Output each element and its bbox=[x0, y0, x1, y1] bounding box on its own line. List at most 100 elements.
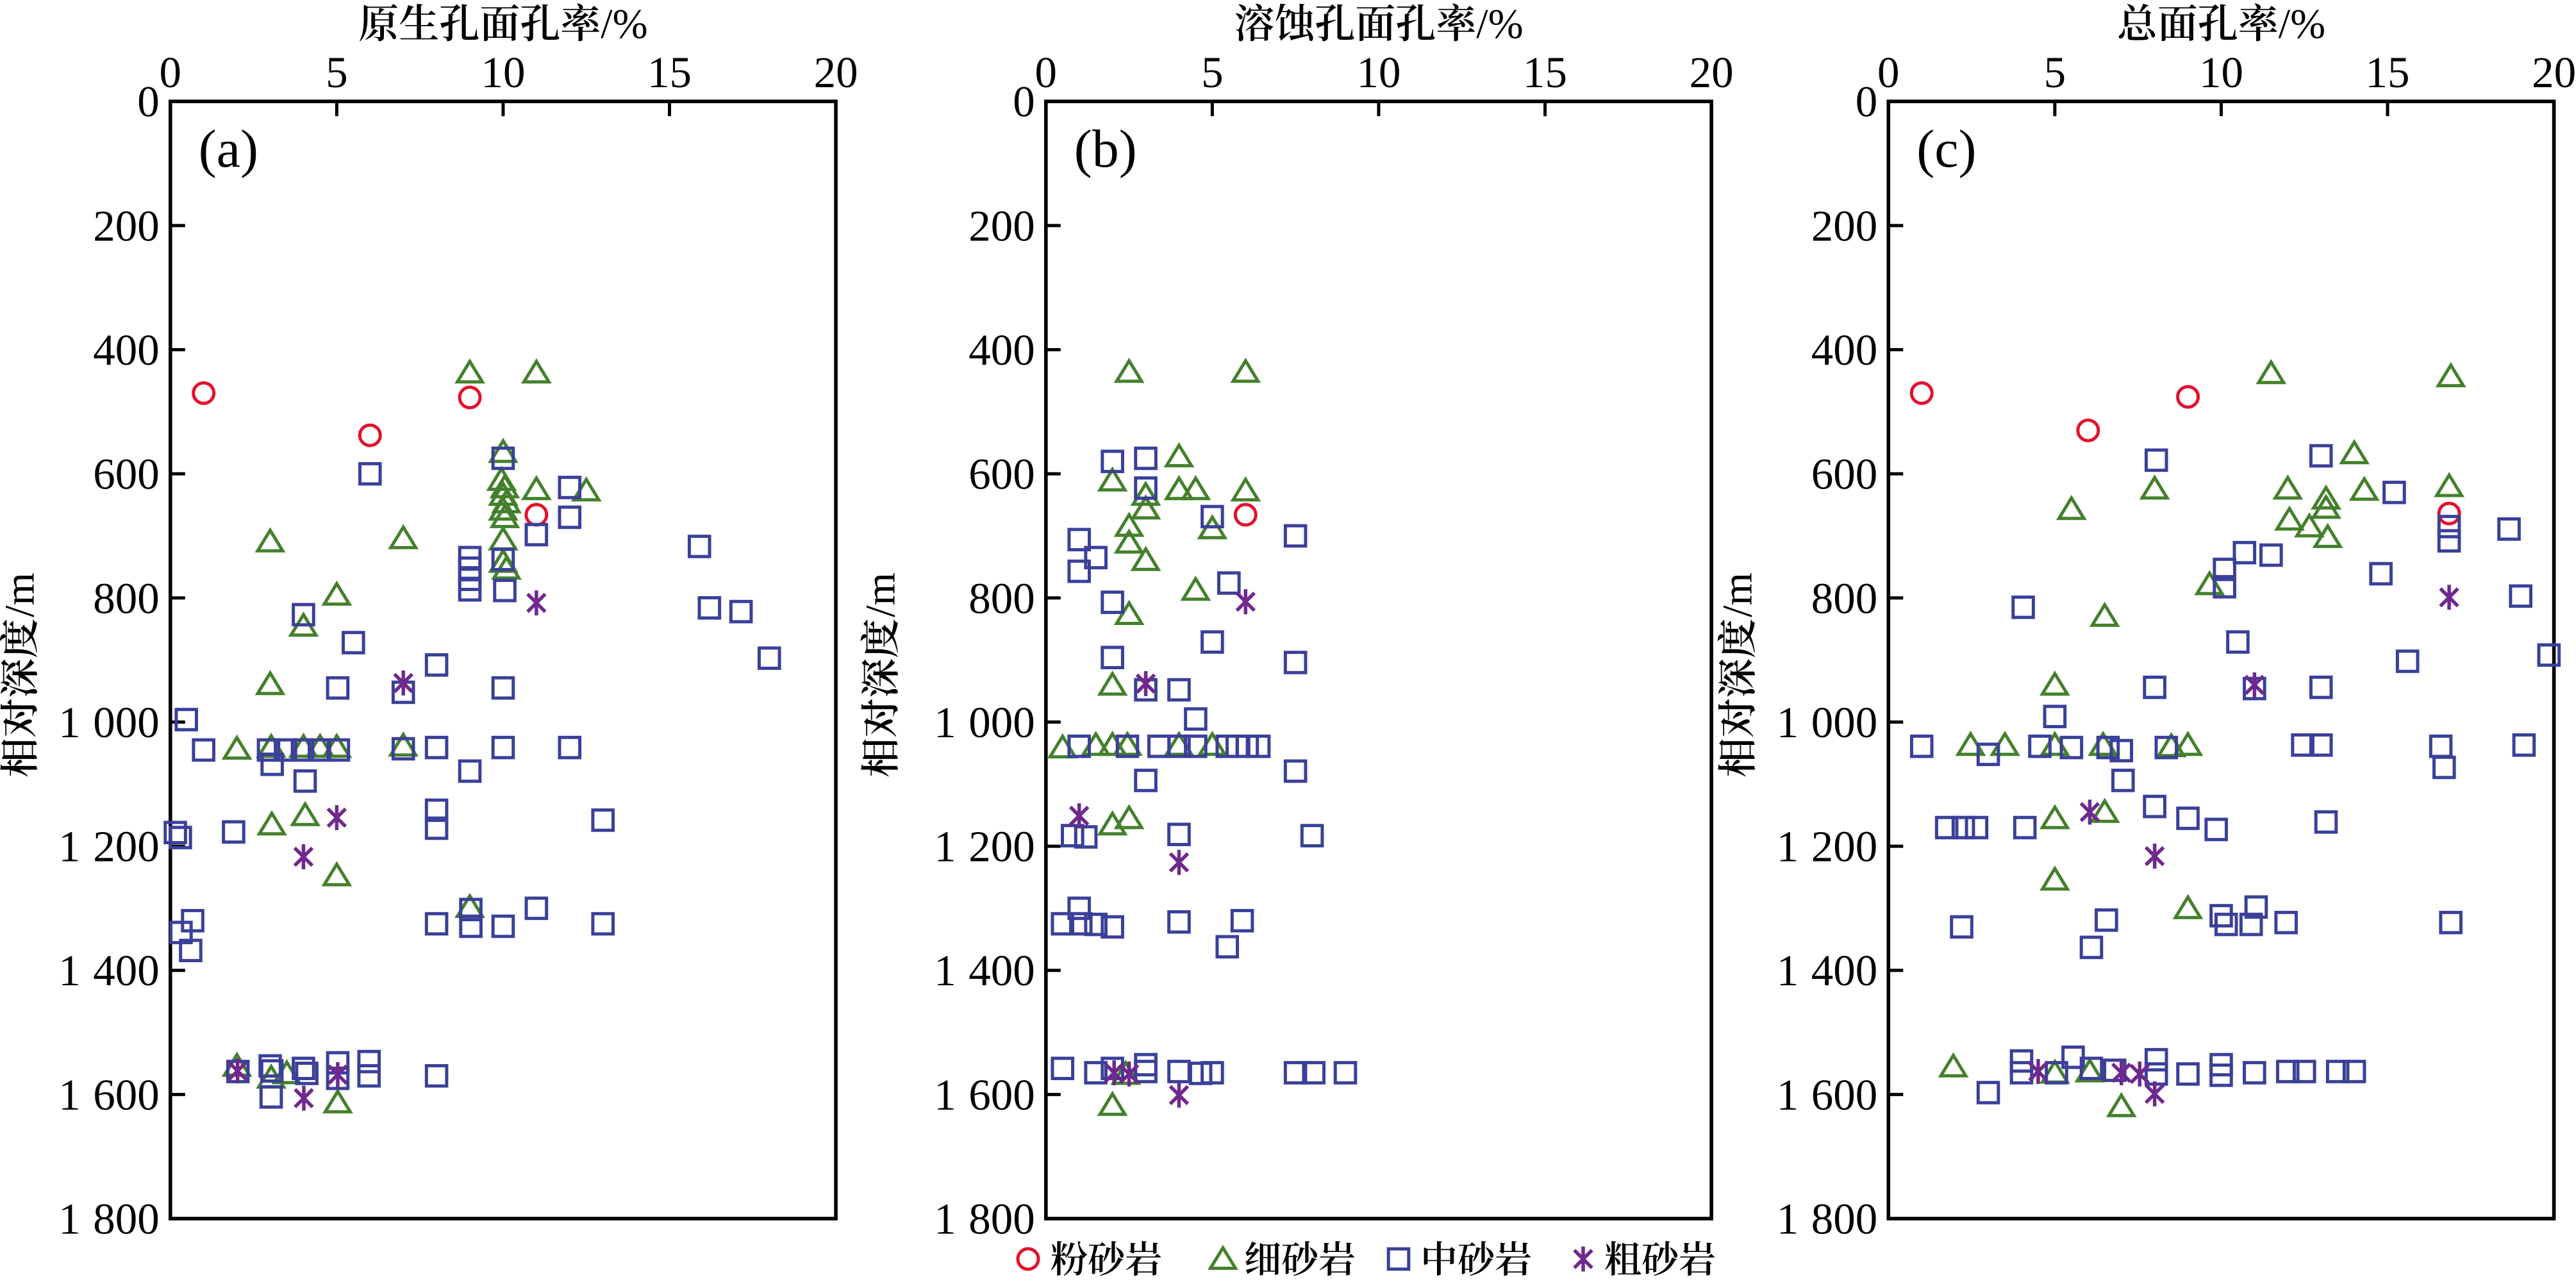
marker-square bbox=[1051, 1056, 1075, 1080]
marker-square bbox=[2292, 1060, 2316, 1083]
panel-c-ticks bbox=[1888, 101, 2389, 1096]
panel-b-series-coarse bbox=[1068, 589, 1256, 1108]
marker-circle bbox=[1016, 1247, 1040, 1271]
panel-b-x-title-cjk bbox=[1235, 3, 1475, 42]
marker-square bbox=[326, 676, 350, 700]
legend-text-siltstone bbox=[1051, 1240, 1161, 1276]
marker-square bbox=[2143, 675, 2166, 699]
marker-circle bbox=[2437, 501, 2461, 526]
panel-c-y-tick-600: 600 bbox=[1811, 450, 1878, 499]
panel-b-x-tick-5: 5 bbox=[1201, 48, 1224, 97]
marker-square bbox=[260, 752, 284, 776]
marker-square bbox=[1302, 1061, 1326, 1085]
panel-b-letter: (b) bbox=[1074, 119, 1137, 179]
marker-triangle bbox=[2172, 730, 2204, 756]
marker-square bbox=[1101, 590, 1124, 614]
panel-a-x-tick-20: 20 bbox=[814, 48, 858, 97]
marker-square bbox=[1134, 769, 1158, 792]
marker-asterisk bbox=[294, 1085, 314, 1111]
marker-circle bbox=[358, 423, 382, 447]
marker-square bbox=[2244, 895, 2268, 919]
marker-square bbox=[1101, 449, 1124, 474]
marker-asterisk bbox=[2244, 672, 2265, 697]
marker-triangle bbox=[2348, 475, 2380, 501]
marker-triangle bbox=[290, 801, 321, 826]
marker-square bbox=[1215, 935, 1240, 959]
marker-square bbox=[1167, 678, 1191, 702]
marker-square bbox=[2144, 448, 2168, 472]
marker-triangle bbox=[388, 731, 419, 757]
marker-triangle bbox=[2311, 484, 2341, 510]
panel-a-y-title: /m bbox=[0, 572, 44, 777]
marker-square bbox=[2111, 769, 2135, 792]
marker-square bbox=[1067, 559, 1092, 583]
marker-square bbox=[1386, 1247, 1411, 1271]
panel-c-y-tick-labels: 0 200 400 600 800 1 000 1 200 1 400 1 600 1 800 bbox=[1777, 78, 1878, 1244]
marker-square bbox=[2079, 1056, 2104, 1080]
marker-square bbox=[1167, 734, 1191, 758]
panel-a-letter: (a) bbox=[199, 119, 258, 179]
marker-triangle bbox=[2039, 804, 2070, 830]
panel-c-x-tick-5: 5 bbox=[2044, 48, 2066, 97]
marker-square bbox=[293, 769, 317, 793]
marker-square bbox=[179, 938, 203, 963]
panel-a-series-fine bbox=[221, 358, 602, 1113]
marker-square bbox=[357, 1064, 381, 1088]
panel-c-y-tick-1000: 1 000 bbox=[1777, 698, 1878, 747]
panel-c-series-medium bbox=[1909, 444, 2561, 1105]
panel-b-x-tick-labels: 0 5 10 15 20 bbox=[1035, 48, 1734, 97]
panel-c-y-tick-1600: 1 600 bbox=[1777, 1071, 1878, 1119]
marker-square bbox=[2437, 529, 2461, 553]
marker-triangle bbox=[1097, 670, 1128, 696]
panel-c-y-tick-200: 200 bbox=[1811, 201, 1878, 250]
marker-triangle bbox=[2106, 1092, 2137, 1117]
legend-text-fine bbox=[1245, 1240, 1355, 1276]
marker-square bbox=[2497, 517, 2521, 541]
marker-square bbox=[2109, 738, 2134, 763]
marker-triangle bbox=[488, 437, 519, 463]
panel-c-x-tick-0: 0 bbox=[1877, 48, 1900, 97]
marker-square bbox=[1283, 1061, 1308, 1085]
panel-a-y-tick-1000: 1 000 bbox=[58, 698, 160, 747]
marker-square bbox=[524, 522, 549, 547]
marker-triangle bbox=[2312, 522, 2343, 548]
legend-item-coarse bbox=[1573, 1240, 1715, 1276]
marker-square bbox=[1247, 734, 1271, 758]
marker-square bbox=[260, 1059, 284, 1083]
panel-c-series-coarse bbox=[2028, 585, 2459, 1106]
marker-square bbox=[1167, 822, 1191, 846]
marker-triangle bbox=[2256, 358, 2287, 385]
marker-square bbox=[491, 735, 515, 760]
marker-triangle bbox=[1130, 546, 1161, 571]
marker-triangle bbox=[2311, 494, 2341, 519]
panel-c-y-tick-400: 400 bbox=[1811, 326, 1878, 374]
marker-square bbox=[1134, 1053, 1158, 1077]
marker-square bbox=[2342, 1060, 2366, 1083]
panel-b-y-tick-0: 0 bbox=[1013, 78, 1035, 126]
marker-triangle bbox=[1113, 512, 1145, 537]
marker-triangle bbox=[1097, 810, 1128, 836]
panel-a-y-tick-1400: 1 400 bbox=[58, 946, 160, 995]
panel-c-y-tick-1200: 1 200 bbox=[1777, 822, 1878, 871]
marker-square bbox=[2096, 735, 2120, 760]
marker-square bbox=[2209, 1063, 2233, 1087]
marker-square bbox=[2275, 1060, 2300, 1083]
marker-circle bbox=[2176, 385, 2200, 409]
marker-circle bbox=[458, 385, 482, 410]
marker-square bbox=[2204, 817, 2228, 842]
marker-square bbox=[2309, 675, 2333, 699]
marker-asterisk bbox=[2079, 799, 2100, 825]
panel-a-y-tick-1600: 1 600 bbox=[58, 1071, 160, 1119]
panel-b-y-title-unit: /m bbox=[858, 572, 904, 617]
marker-triangle bbox=[2272, 474, 2304, 500]
panel-b-ticks bbox=[1045, 101, 1547, 1096]
marker-asterisk bbox=[1135, 671, 1156, 696]
panel-a-x-tick-labels: 0 5 10 15 20 bbox=[160, 48, 858, 97]
marker-square bbox=[1951, 815, 1975, 840]
marker-square bbox=[757, 646, 781, 670]
marker-square bbox=[491, 676, 515, 700]
marker-square bbox=[2243, 1061, 2266, 1085]
panel-c-y-title-unit: /m bbox=[1715, 572, 1761, 617]
marker-square bbox=[2226, 630, 2250, 654]
